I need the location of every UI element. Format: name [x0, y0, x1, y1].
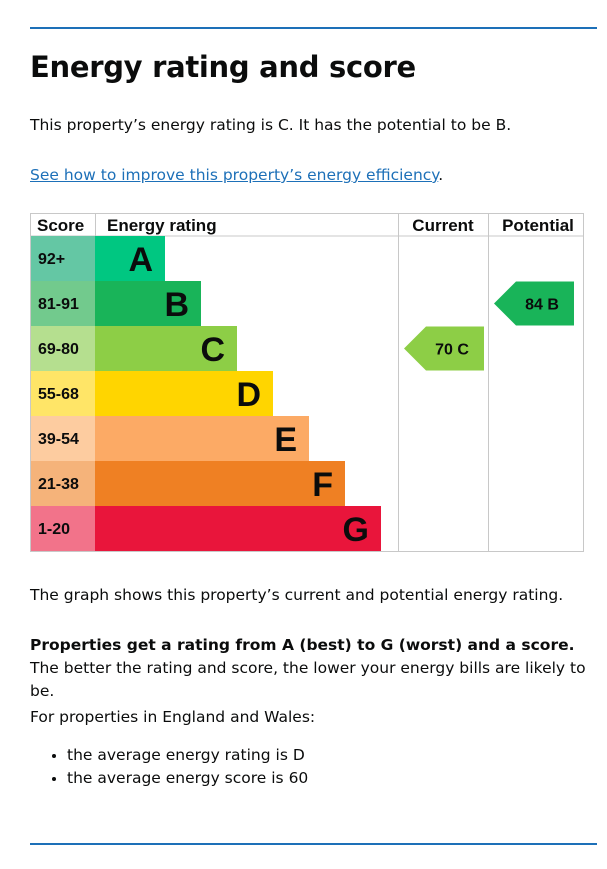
- rating-explanation: Properties get a rating from A (best) to…: [30, 634, 590, 703]
- header-current: Current: [412, 216, 474, 235]
- averages-list: the average energy rating is D the avera…: [30, 744, 308, 790]
- score-range-C: 69-80: [38, 341, 79, 358]
- score-cell-B: [31, 281, 95, 326]
- score-cell-C: [31, 326, 95, 371]
- average-score: the average energy score is 60: [67, 767, 308, 790]
- score-range-D: 55-68: [38, 386, 79, 403]
- rating-letter-E: E: [274, 421, 297, 459]
- link-suffix: .: [438, 166, 444, 184]
- improve-link[interactable]: See how to improve this property’s energ…: [30, 166, 439, 184]
- score-range-E: 39-54: [38, 431, 79, 448]
- score-cell-A: [31, 236, 95, 281]
- rating-bar-D: [95, 371, 273, 416]
- score-cell-E: [31, 416, 95, 461]
- rating-bar-B: [95, 281, 201, 326]
- score-range-F: 21-38: [38, 476, 79, 493]
- bottom-divider: [30, 843, 597, 845]
- rating-letter-C: C: [200, 331, 225, 369]
- rating-bar-A: [95, 236, 165, 281]
- score-range-B: 81-91: [38, 296, 79, 313]
- improve-paragraph: See how to improve this property’s energ…: [30, 164, 590, 187]
- rating-summary: This property’s energy rating is C. It h…: [30, 116, 512, 134]
- rating-letter-A: A: [128, 241, 153, 279]
- rating-bar-E: [95, 416, 309, 461]
- score-range-G: 1-20: [38, 521, 70, 538]
- current-rating-arrow: [404, 326, 484, 371]
- score-cell-F: [31, 461, 95, 506]
- score-cell-G: [31, 506, 95, 551]
- header-score: Score: [37, 216, 84, 235]
- average-rating: the average energy rating is D: [67, 744, 308, 767]
- explanation-rest: The better the rating and score, the low…: [30, 659, 586, 700]
- average-intro: For properties in England and Wales:: [30, 708, 316, 726]
- header-potential: Potential: [502, 216, 574, 235]
- score-range-A: 92+: [38, 251, 65, 268]
- chart-border: [30, 213, 584, 552]
- current-rating-label: 70 C: [435, 342, 469, 359]
- rating-bar-G: [95, 506, 381, 551]
- page-title: Energy rating and score: [30, 50, 416, 84]
- rating-bar-C: [95, 326, 237, 371]
- rating-letter-B: B: [164, 286, 189, 324]
- header-energy-rating: Energy rating: [107, 216, 217, 235]
- score-cell-D: [31, 371, 95, 416]
- graph-caption: The graph shows this property’s current …: [30, 586, 564, 604]
- potential-rating-arrow: [494, 281, 574, 326]
- rating-bar-F: [95, 461, 345, 506]
- rating-letter-G: G: [343, 511, 369, 549]
- top-divider: [30, 27, 597, 29]
- rating-letter-D: D: [236, 376, 261, 414]
- explanation-bold: Properties get a rating from A (best) to…: [30, 636, 575, 654]
- potential-rating-label: 84 B: [525, 297, 559, 314]
- rating-letter-F: F: [312, 466, 333, 504]
